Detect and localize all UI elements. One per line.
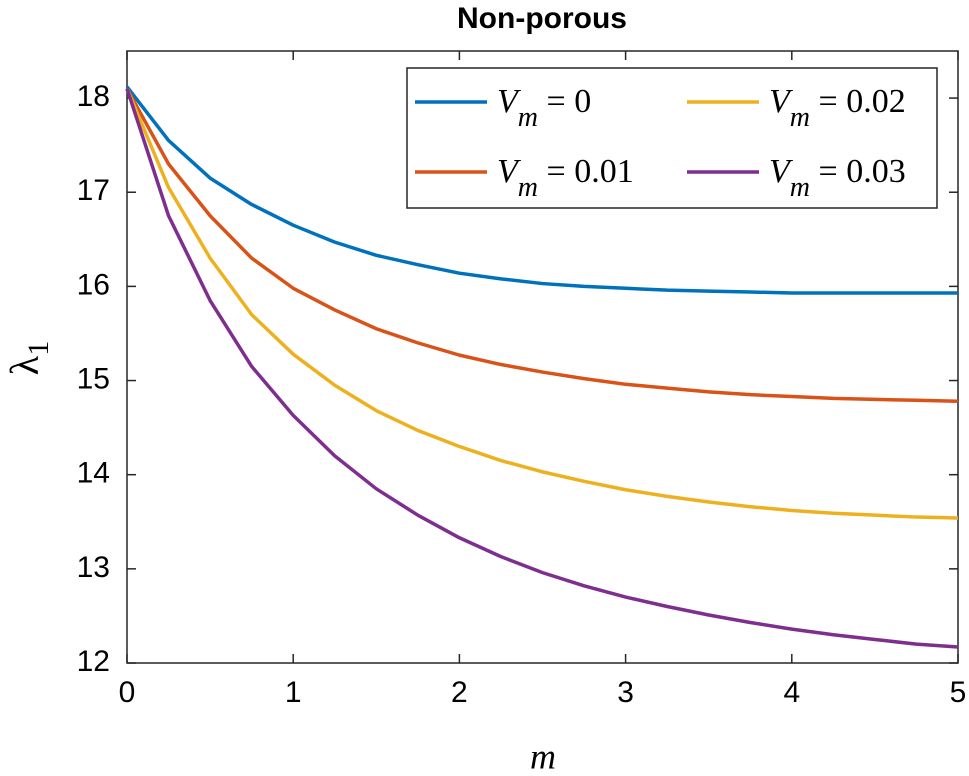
x-tick-label: 3 [617, 676, 634, 709]
series-line [125, 88, 959, 649]
x-tick-label: 0 [119, 676, 136, 709]
series-line [125, 87, 959, 404]
legend-box [406, 67, 938, 209]
plot-frame [126, 50, 959, 664]
series-line [125, 87, 959, 520]
y-tick-label: 17 [77, 174, 110, 207]
y-tick-label: 12 [77, 645, 110, 678]
y-tick-label: 13 [77, 551, 110, 584]
y-tick-label: 18 [77, 80, 110, 113]
chart-title: Non-porous [457, 2, 627, 35]
x-axis-label: m [530, 736, 556, 776]
y-axis-label: λ1 [2, 341, 55, 375]
x-tick-label: 2 [451, 676, 468, 709]
y-tick-label: 14 [77, 457, 110, 490]
x-tick-label: 1 [285, 676, 302, 709]
x-tick-label: 4 [783, 676, 800, 709]
y-tick-label: 16 [77, 268, 110, 301]
series-line [125, 85, 958, 295]
y-tick-label: 15 [77, 362, 110, 395]
x-tick-label: 5 [950, 676, 967, 709]
